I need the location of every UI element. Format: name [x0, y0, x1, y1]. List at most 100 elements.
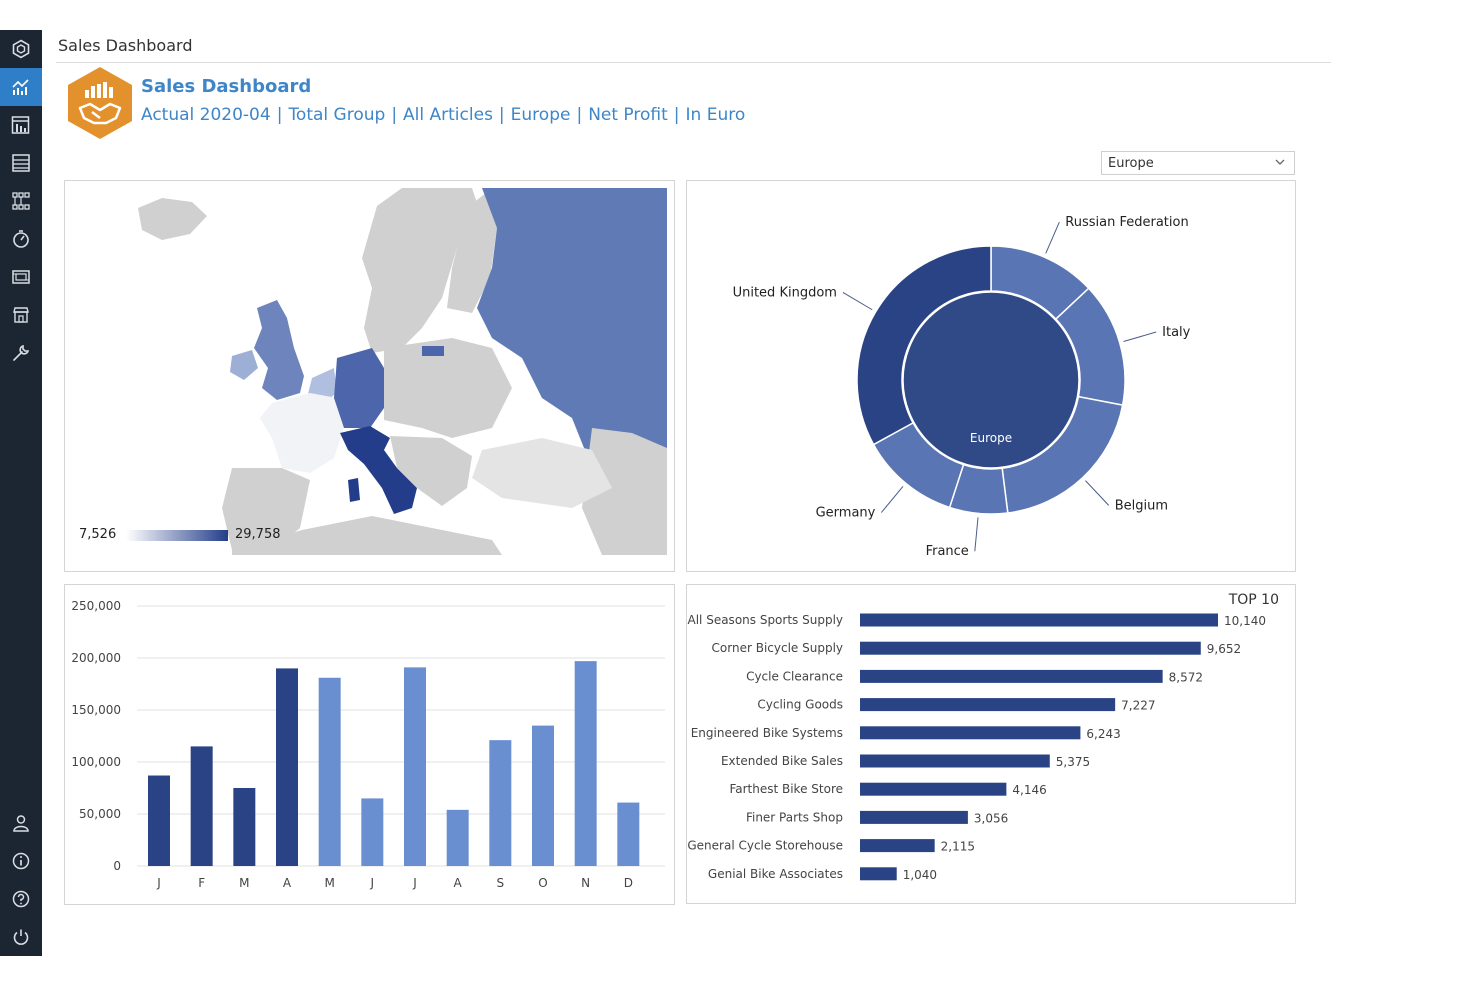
sidebar-item-hierarchy[interactable] — [0, 182, 42, 220]
map-region-balkans[interactable] — [390, 436, 472, 506]
top10-bar-corner-bicycle-supply[interactable] — [860, 641, 1201, 655]
top10-bar-cycle-clearance[interactable] — [860, 669, 1163, 683]
top10-category-label: Extended Bike Sales — [721, 754, 843, 768]
top10-value-label: 3,056 — [974, 811, 1008, 825]
power-icon — [13, 929, 29, 945]
bar-month-11[interactable] — [574, 661, 597, 866]
bar-month-9[interactable] — [489, 740, 512, 866]
filter-articles[interactable]: All Articles — [403, 105, 493, 125]
sidebar-item-home[interactable] — [0, 30, 42, 68]
top10-bar-engineered-bike-systems[interactable] — [860, 726, 1081, 740]
bar-xtick-label: F — [198, 876, 205, 890]
filter-period[interactable]: Actual 2020-04 — [141, 105, 271, 125]
map-region-sardinia[interactable] — [348, 478, 360, 502]
bar-month-10[interactable] — [532, 725, 554, 866]
chevron-down-icon — [1275, 159, 1285, 165]
page-title: Sales Dashboard — [58, 36, 193, 55]
bar-xtick-label: M — [239, 876, 249, 890]
map-region-italy[interactable] — [340, 426, 417, 514]
bar-month-8[interactable] — [446, 809, 469, 866]
map-region-belgium[interactable] — [308, 368, 337, 402]
sidebar-item-power[interactable] — [0, 918, 42, 956]
top10-value-label: 4,146 — [1012, 783, 1046, 797]
sunburst-segment-united-kingdom[interactable] — [856, 245, 992, 446]
top10-category-label: Corner Bicycle Supply — [712, 641, 843, 655]
sidebar-item-help[interactable] — [0, 880, 42, 918]
sunburst-chart[interactable]: Russian Federation Italy Belgium France Germ… — [687, 181, 1295, 571]
bar-month-1[interactable] — [148, 775, 170, 866]
map-region-north-africa[interactable] — [232, 516, 502, 555]
top10-bar-all-seasons-sports-supply[interactable] — [860, 613, 1218, 627]
sunburst-center[interactable] — [902, 291, 1080, 469]
map-region-iberia[interactable] — [222, 468, 310, 550]
bar-xtick-label: O — [538, 876, 547, 890]
top10-bar-genial-bike-associates[interactable] — [860, 867, 897, 881]
bar-month-6[interactable] — [361, 798, 384, 866]
top10-bar-chart[interactable]: TOP 10 All Seasons Sports Supply 10,140 Cor… — [687, 585, 1295, 903]
top10-value-label: 5,375 — [1056, 755, 1090, 769]
bar-month-4[interactable] — [276, 668, 298, 866]
map-legend-gradient — [126, 530, 228, 541]
region-select[interactable]: Europe — [1101, 151, 1295, 175]
top10-category-label: Cycling Goods — [757, 698, 843, 712]
map-region-baltic[interactable] — [422, 346, 444, 356]
map-region-caucasus[interactable] — [582, 428, 667, 555]
bar-month-12[interactable] — [617, 802, 640, 866]
map-region-ireland[interactable] — [230, 350, 258, 380]
bar-ytick-label: 50,000 — [79, 807, 121, 821]
europe-map[interactable] — [72, 188, 667, 555]
sidebar-item-user[interactable] — [0, 804, 42, 842]
top10-bar-general-cycle-storehouse[interactable] — [860, 839, 935, 853]
sunburst-label-italy: Italy — [1162, 325, 1191, 340]
sunburst-leader-line — [1045, 221, 1060, 254]
map-region-iceland[interactable] — [138, 198, 207, 240]
hexagon-icon — [12, 39, 30, 59]
chart-lines-icon — [12, 79, 29, 95]
bar-month-2[interactable] — [190, 746, 213, 866]
filter-separator: | — [276, 105, 283, 125]
filter-measure[interactable]: Net Profit — [588, 105, 668, 125]
top10-bar-cycling-goods[interactable] — [860, 698, 1116, 712]
store-icon — [13, 307, 29, 323]
bar-month-3[interactable] — [233, 788, 256, 866]
monthly-bar-chart[interactable]: 0 50,000 100,000 150,000 200,000 250,000 J F M A M… — [65, 585, 674, 904]
sunburst-leader-line — [1123, 331, 1157, 342]
top10-bar-extended-bike-sales[interactable] — [860, 754, 1050, 768]
sidebar-item-store[interactable] — [0, 296, 42, 334]
bar-month-7[interactable] — [404, 667, 426, 866]
sunburst-leader-line — [880, 486, 904, 513]
bar-month-5[interactable] — [318, 677, 341, 866]
top10-value-label: 9,652 — [1207, 642, 1241, 656]
top10-value-label: 2,115 — [941, 840, 975, 854]
map-region-germany[interactable] — [334, 348, 384, 428]
top10-category-label: Engineered Bike Systems — [691, 726, 843, 740]
sunburst-label-france: France — [926, 544, 969, 559]
sunburst-leader-line — [974, 517, 979, 552]
filter-region[interactable]: Europe — [510, 105, 571, 125]
filter-group[interactable]: Total Group — [288, 105, 386, 125]
sidebar-item-gallery[interactable] — [0, 258, 42, 296]
sunburst-label-germany: Germany — [816, 506, 876, 521]
sidebar-item-reports[interactable] — [0, 106, 42, 144]
sidebar-item-tools[interactable] — [0, 334, 42, 372]
top10-bar-farthest-bike-store[interactable] — [860, 782, 1007, 796]
sidebar-item-analytics[interactable] — [0, 68, 42, 106]
sidebar-item-data[interactable] — [0, 144, 42, 182]
top10-category-label: Farthest Bike Store — [729, 782, 843, 796]
map-region-scandinavia[interactable] — [362, 188, 482, 353]
map-region-france[interactable] — [260, 393, 344, 473]
filter-currency[interactable]: In Euro — [685, 105, 746, 125]
filter-separator: | — [576, 105, 583, 125]
dashboard-logo — [68, 67, 132, 139]
map-region-united-kingdom[interactable] — [254, 300, 304, 400]
bar-xtick-label: J — [412, 876, 417, 890]
map-region-finland[interactable] — [447, 188, 497, 313]
top10-category-label: All Seasons Sports Supply — [688, 613, 843, 627]
map-legend-min: 7,526 — [79, 527, 117, 542]
sidebar-item-info[interactable] — [0, 842, 42, 880]
top10-value-label: 6,243 — [1086, 727, 1120, 741]
map-region-central-europe[interactable] — [384, 338, 512, 438]
top10-bar-finer-parts-shop[interactable] — [860, 810, 968, 824]
filter-separator: | — [391, 105, 398, 125]
sidebar-item-timer[interactable] — [0, 220, 42, 258]
